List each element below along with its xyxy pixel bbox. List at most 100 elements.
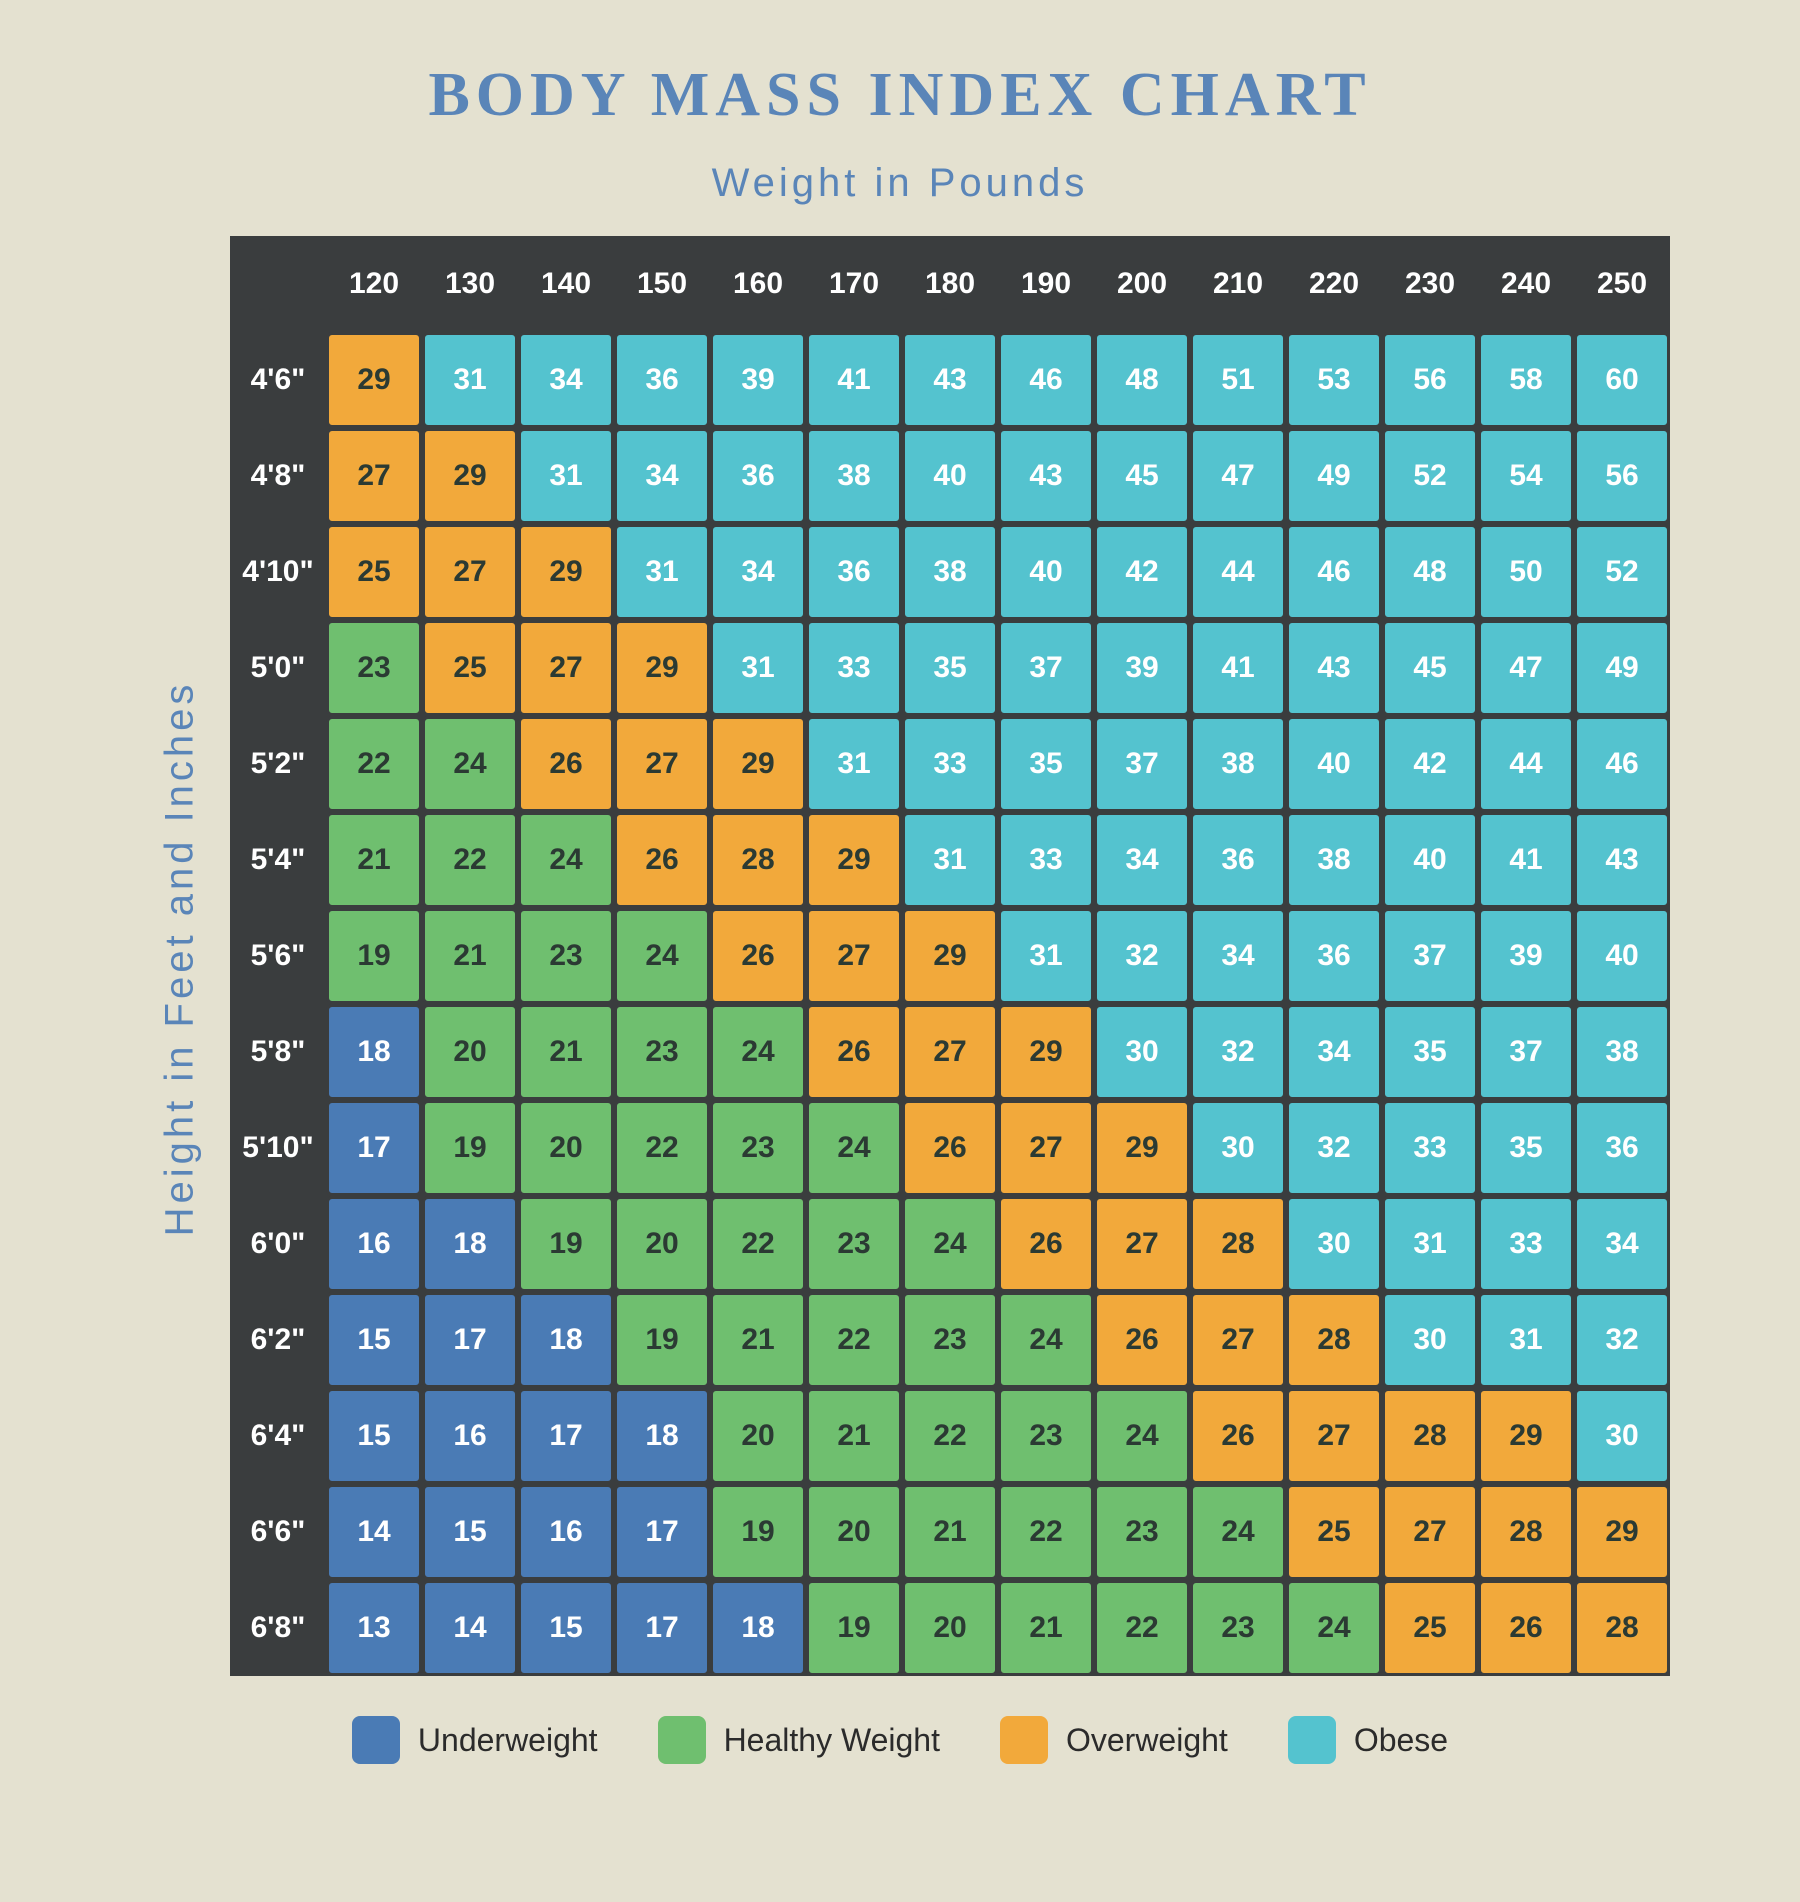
bmi-cell: 31 — [806, 716, 902, 812]
bmi-cell: 38 — [1190, 716, 1286, 812]
bmi-cell: 26 — [1478, 1580, 1574, 1676]
bmi-cell: 33 — [1478, 1196, 1574, 1292]
chart-container: Height in Feet and Inches 12013014015016… — [110, 236, 1690, 1676]
bmi-cell: 34 — [1286, 1004, 1382, 1100]
bmi-cell: 47 — [1478, 620, 1574, 716]
bmi-cell: 48 — [1094, 332, 1190, 428]
bmi-cell: 26 — [1190, 1388, 1286, 1484]
bmi-cell: 19 — [326, 908, 422, 1004]
legend-swatch — [1000, 1716, 1048, 1764]
bmi-cell: 21 — [902, 1484, 998, 1580]
bmi-cell: 33 — [998, 812, 1094, 908]
bmi-cell: 32 — [1574, 1292, 1670, 1388]
bmi-cell: 24 — [1286, 1580, 1382, 1676]
bmi-cell: 31 — [614, 524, 710, 620]
bmi-cell: 27 — [998, 1100, 1094, 1196]
bmi-cell: 39 — [1094, 620, 1190, 716]
bmi-cell: 35 — [902, 620, 998, 716]
bmi-cell: 17 — [614, 1484, 710, 1580]
height-header: 5'2" — [230, 716, 326, 812]
bmi-cell: 27 — [326, 428, 422, 524]
bmi-cell: 26 — [710, 908, 806, 1004]
bmi-cell: 33 — [806, 620, 902, 716]
bmi-cell: 29 — [326, 332, 422, 428]
bmi-cell: 24 — [422, 716, 518, 812]
bmi-cell: 31 — [518, 428, 614, 524]
bmi-cell: 24 — [614, 908, 710, 1004]
bmi-cell: 36 — [710, 428, 806, 524]
bmi-cell: 28 — [1478, 1484, 1574, 1580]
weight-header: 160 — [710, 236, 806, 332]
bmi-cell: 27 — [806, 908, 902, 1004]
bmi-cell: 43 — [998, 428, 1094, 524]
weight-header: 140 — [518, 236, 614, 332]
bmi-cell: 39 — [710, 332, 806, 428]
bmi-cell: 30 — [1574, 1388, 1670, 1484]
bmi-cell: 30 — [1286, 1196, 1382, 1292]
bmi-cell: 46 — [1574, 716, 1670, 812]
bmi-cell: 29 — [422, 428, 518, 524]
corner-cell — [230, 236, 326, 332]
bmi-cell: 41 — [806, 332, 902, 428]
bmi-cell: 42 — [1382, 716, 1478, 812]
bmi-cell: 48 — [1382, 524, 1478, 620]
bmi-cell: 49 — [1574, 620, 1670, 716]
bmi-cell: 49 — [1286, 428, 1382, 524]
bmi-cell: 23 — [998, 1388, 1094, 1484]
bmi-cell: 31 — [710, 620, 806, 716]
bmi-cell: 32 — [1190, 1004, 1286, 1100]
bmi-cell: 37 — [1094, 716, 1190, 812]
bmi-cell: 54 — [1478, 428, 1574, 524]
bmi-cell: 20 — [518, 1100, 614, 1196]
bmi-cell: 38 — [902, 524, 998, 620]
bmi-cell: 27 — [422, 524, 518, 620]
bmi-cell: 23 — [518, 908, 614, 1004]
legend-label: Obese — [1354, 1722, 1448, 1759]
bmi-cell: 21 — [710, 1292, 806, 1388]
bmi-cell: 16 — [326, 1196, 422, 1292]
bmi-cell: 47 — [1190, 428, 1286, 524]
bmi-cell: 40 — [1382, 812, 1478, 908]
bmi-cell: 37 — [1382, 908, 1478, 1004]
bmi-cell: 43 — [1286, 620, 1382, 716]
bmi-cell: 27 — [1190, 1292, 1286, 1388]
bmi-cell: 28 — [1190, 1196, 1286, 1292]
bmi-cell: 28 — [710, 812, 806, 908]
bmi-cell: 25 — [1286, 1484, 1382, 1580]
bmi-cell: 29 — [1094, 1100, 1190, 1196]
bmi-cell: 29 — [1574, 1484, 1670, 1580]
bmi-cell: 41 — [1190, 620, 1286, 716]
bmi-cell: 20 — [710, 1388, 806, 1484]
legend-swatch — [658, 1716, 706, 1764]
bmi-cell: 36 — [806, 524, 902, 620]
bmi-cell: 22 — [710, 1196, 806, 1292]
bmi-cell: 24 — [710, 1004, 806, 1100]
bmi-cell: 19 — [806, 1580, 902, 1676]
bmi-cell: 36 — [1574, 1100, 1670, 1196]
bmi-cell: 26 — [1094, 1292, 1190, 1388]
bmi-cell: 34 — [518, 332, 614, 428]
bmi-cell: 24 — [998, 1292, 1094, 1388]
height-header: 6'0" — [230, 1196, 326, 1292]
bmi-cell: 26 — [806, 1004, 902, 1100]
bmi-cell: 56 — [1382, 332, 1478, 428]
weight-header: 200 — [1094, 236, 1190, 332]
legend-label: Overweight — [1066, 1722, 1228, 1759]
weight-header: 210 — [1190, 236, 1286, 332]
weight-header: 130 — [422, 236, 518, 332]
bmi-cell: 20 — [422, 1004, 518, 1100]
bmi-cell: 31 — [1478, 1292, 1574, 1388]
bmi-cell: 16 — [518, 1484, 614, 1580]
bmi-cell: 36 — [1190, 812, 1286, 908]
bmi-cell: 18 — [422, 1196, 518, 1292]
bmi-cell: 29 — [518, 524, 614, 620]
bmi-cell: 28 — [1382, 1388, 1478, 1484]
bmi-cell: 31 — [1382, 1196, 1478, 1292]
height-header: 5'0" — [230, 620, 326, 716]
bmi-cell: 26 — [998, 1196, 1094, 1292]
legend-item-healthy: Healthy Weight — [658, 1716, 940, 1764]
bmi-cell: 27 — [614, 716, 710, 812]
bmi-cell: 43 — [1574, 812, 1670, 908]
bmi-cell: 38 — [806, 428, 902, 524]
bmi-cell: 18 — [518, 1292, 614, 1388]
